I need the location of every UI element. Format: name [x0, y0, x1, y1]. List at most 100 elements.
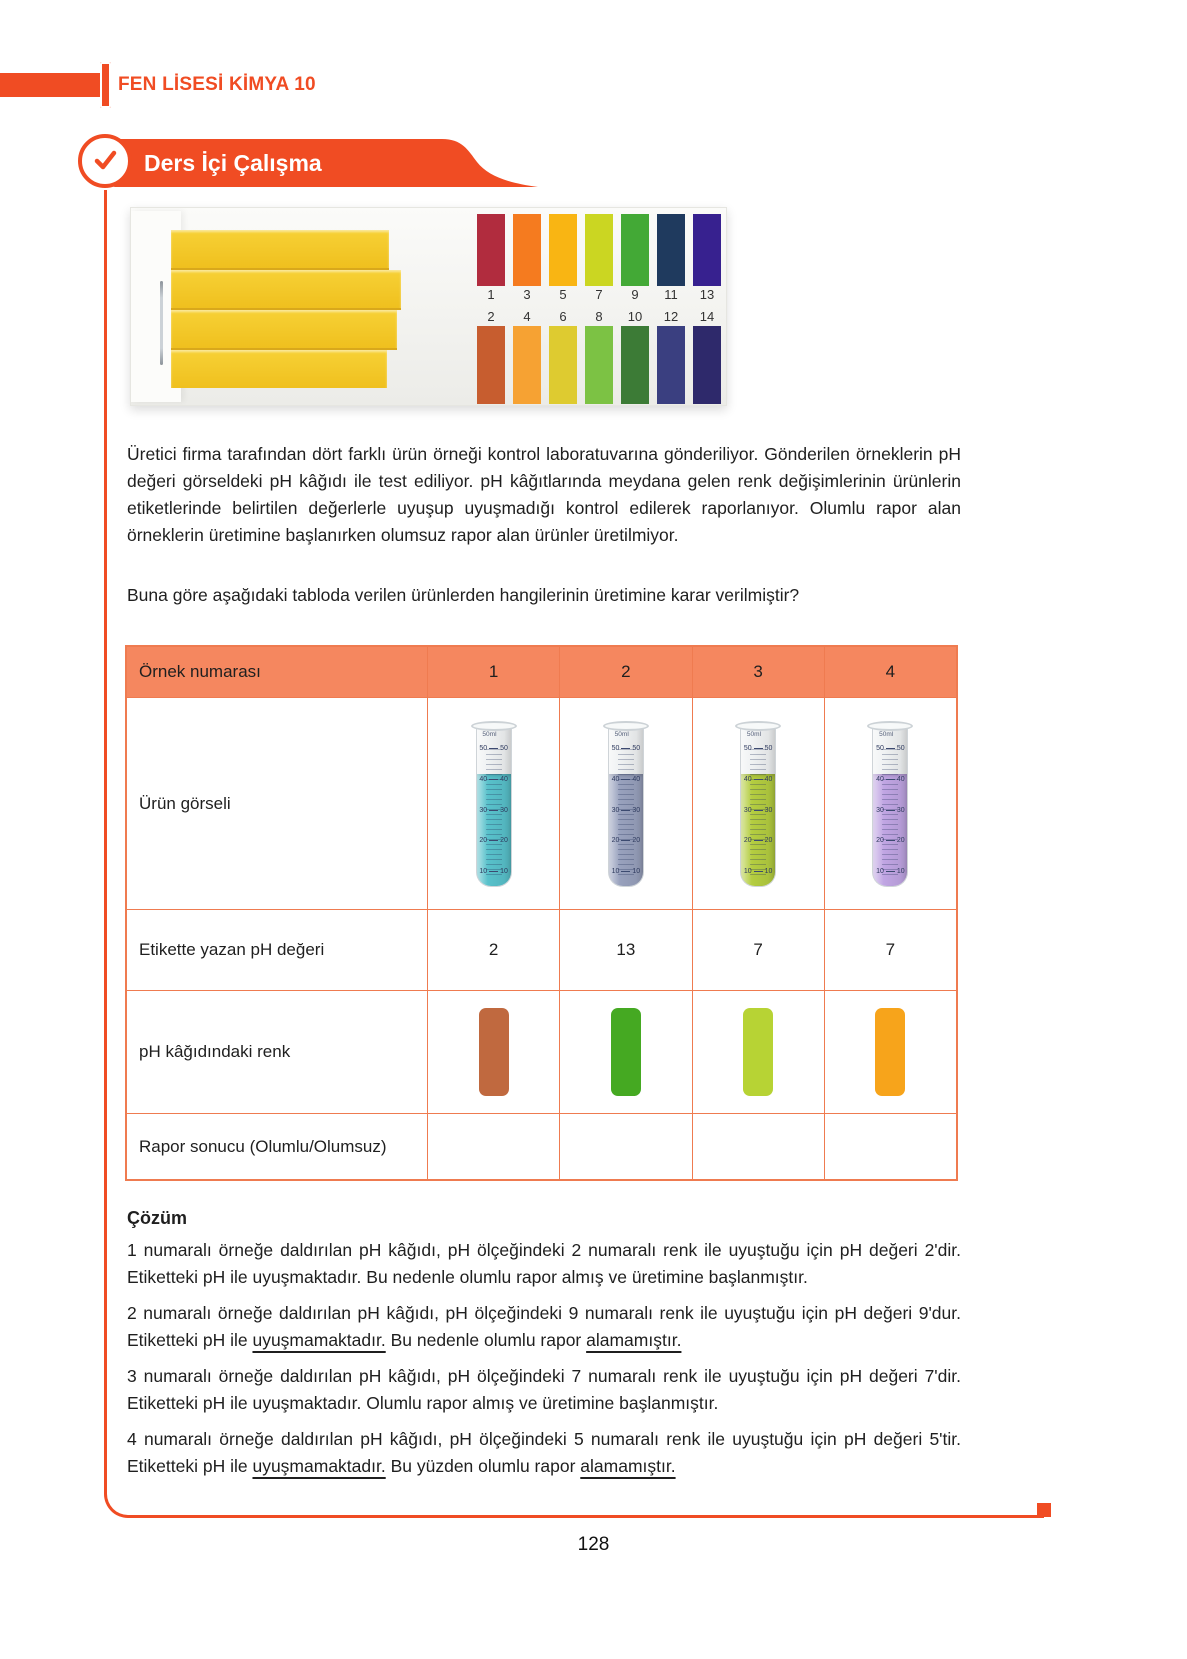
ph-value-label: 7: [595, 287, 603, 302]
table-ph-row: Etikette yazan pH değeri 2 13 7 7: [127, 909, 956, 990]
cylinder-capacity-label: 50ml: [746, 731, 762, 739]
ph-color-chip: [549, 214, 577, 286]
cylinder-graduation-labels: 50 50 40 40 30 30 20 20 10 10: [876, 745, 905, 875]
ph-color-chip: [513, 326, 541, 404]
ph-value-label: 2: [487, 309, 495, 324]
image-row-label: Ürün görseli: [139, 793, 231, 813]
graduated-cylinder: 50ml 50 50 40 40 30 30 20 20 10 10: [867, 720, 914, 887]
cylinder-capacity-label: 50ml: [879, 731, 894, 739]
product-image-cell: 50ml 50 50 40 40 30 30 20 20 10 10: [823, 698, 956, 909]
ph-color-chip: [657, 326, 685, 404]
cylinder-rim: [602, 720, 649, 731]
ph-scale-swatch: 4: [513, 308, 541, 404]
ph-paper-result-chip: [478, 1008, 509, 1096]
ph-row-label: Etikette yazan pH değeri: [139, 940, 325, 959]
ph-value-label: 11: [664, 287, 678, 302]
ph-scale-swatch: 2: [477, 308, 505, 404]
solution-paragraph-3: 3 numaralı örneğe daldırılan pH kâğıdı, …: [127, 1366, 961, 1413]
ph-value-cells: 2 13 7 7: [427, 910, 956, 990]
check-icon: [94, 150, 117, 170]
cylinder-minor-ticks: [617, 748, 634, 879]
ph-scale-swatch: 10: [621, 308, 649, 404]
cylinder-glass-shine: [741, 725, 776, 886]
cylinder-minor-ticks: [750, 748, 767, 879]
cylinder-capacity-label: 50ml: [614, 731, 629, 739]
ph-color-chip: [693, 326, 721, 404]
ph-scale-swatch: 7: [585, 214, 613, 304]
ph-value-label: 8: [595, 309, 603, 324]
ph-color-chip: [657, 214, 685, 286]
cylinder-glass-shine: [873, 725, 908, 886]
label-ph-value-cell: 7: [691, 910, 824, 990]
cylinder-body: [872, 725, 909, 887]
solution-heading: Çözüm: [127, 1208, 187, 1228]
ph-scale-swatch: 1: [477, 214, 505, 304]
underlined-text: alamamıştır.: [586, 1330, 682, 1350]
color-row-label: pH kâğıdındaki renk: [139, 1042, 291, 1061]
table-header-row: Örnek numarası 1 2 3 4: [127, 647, 956, 697]
ph-value-label: 5: [559, 287, 567, 302]
ph-value-label: 14: [699, 309, 715, 324]
sample-number-cell: 1: [427, 647, 559, 697]
ph-paper-strip: [171, 310, 397, 350]
solution-paragraph-1: 1 numaralı örneğe daldırılan pH kâğıdı, …: [127, 1240, 961, 1287]
report-empty-cell: [427, 1114, 559, 1179]
ph-paper-result-chip: [610, 1008, 641, 1096]
sample-number-cell: 2: [559, 647, 691, 697]
ph-color-chip: [549, 326, 577, 404]
underlined-text: alamamıştır.: [580, 1456, 676, 1476]
ph-scale-swatch: 5: [549, 214, 577, 304]
graduated-cylinder: 50ml 50 50 40 40 30 30 20 20 10 10: [602, 720, 649, 887]
page-number: 128: [577, 1534, 610, 1555]
product-image-cell: 50ml 50 50 40 40 30 30 20 20 10 10: [427, 698, 559, 909]
ph-color-chip: [621, 214, 649, 286]
paper-color-cell: [427, 991, 559, 1113]
paper-color-cells: [427, 991, 956, 1113]
intro-paragraph: Üretici firma tarafından dört farklı ürü…: [127, 444, 961, 545]
cylinder-glass-shine: [476, 725, 511, 886]
ph-value-label: 6: [559, 309, 567, 324]
ph-value-label: 3: [523, 287, 531, 302]
header-accent-bar: [0, 73, 100, 97]
ph-color-chip: [513, 214, 541, 286]
ph-value-label: 13: [699, 287, 715, 302]
label-ph-value-cell: 7: [823, 910, 956, 990]
ph-scale-swatch: 3: [513, 214, 541, 304]
section-ribbon: [106, 139, 538, 187]
cylinder-minor-ticks: [485, 748, 502, 879]
paper-color-cell: [559, 991, 691, 1113]
ph-value-label: 1: [487, 287, 495, 302]
table-image-row: Ürün görseli 50ml 50 5: [127, 697, 956, 909]
cylinder-rim: [735, 720, 782, 731]
header-accent-bar-endcap: [100, 62, 111, 108]
report-empty-cell: [823, 1114, 956, 1179]
ph-color-chip: [585, 326, 613, 404]
cylinder-body: [475, 725, 512, 887]
ph-paper-strip: [171, 270, 401, 310]
staple: [160, 281, 163, 365]
ph-color-chip: [477, 326, 505, 404]
ph-color-chip: [477, 214, 505, 286]
table-color-row: pH kâğıdındaki renk: [127, 990, 956, 1113]
report-empty-cell: [691, 1114, 824, 1179]
ph-scale-row-even: 2 4 6 8 10: [477, 308, 721, 404]
book-title: FEN LİSESİ KİMYA 10: [118, 74, 316, 95]
ph-scale-swatch: 11: [657, 214, 685, 304]
ph-scale-swatch: 12: [657, 308, 685, 404]
cylinder-glass-shine: [608, 725, 643, 886]
ph-paper-strip: [171, 350, 387, 388]
ph-paper-booklet-photo: 1 3 5 7 9: [130, 207, 727, 406]
ph-scale-row-odd: 1 3 5 7 9: [477, 214, 721, 304]
solution-paragraph-4: 4 numaralı örneğe daldırılan pH kâğıdı, …: [127, 1429, 961, 1476]
ph-value-label: 10: [627, 309, 643, 324]
cylinder-rim: [470, 720, 517, 731]
ph-color-chip: [693, 214, 721, 286]
report-row-label: Rapor sonucu (Olumlu/Olumsuz): [139, 1136, 387, 1156]
graduated-cylinder: 50ml 50 50 40 40 30 30 20 20 10 10: [735, 720, 782, 887]
report-empty-cell: [559, 1114, 691, 1179]
cylinder-body: [607, 725, 644, 887]
cylinder-minor-ticks: [882, 748, 899, 879]
label-ph-value-cell: 2: [427, 910, 559, 990]
ph-scale-swatch: 13: [693, 214, 721, 304]
